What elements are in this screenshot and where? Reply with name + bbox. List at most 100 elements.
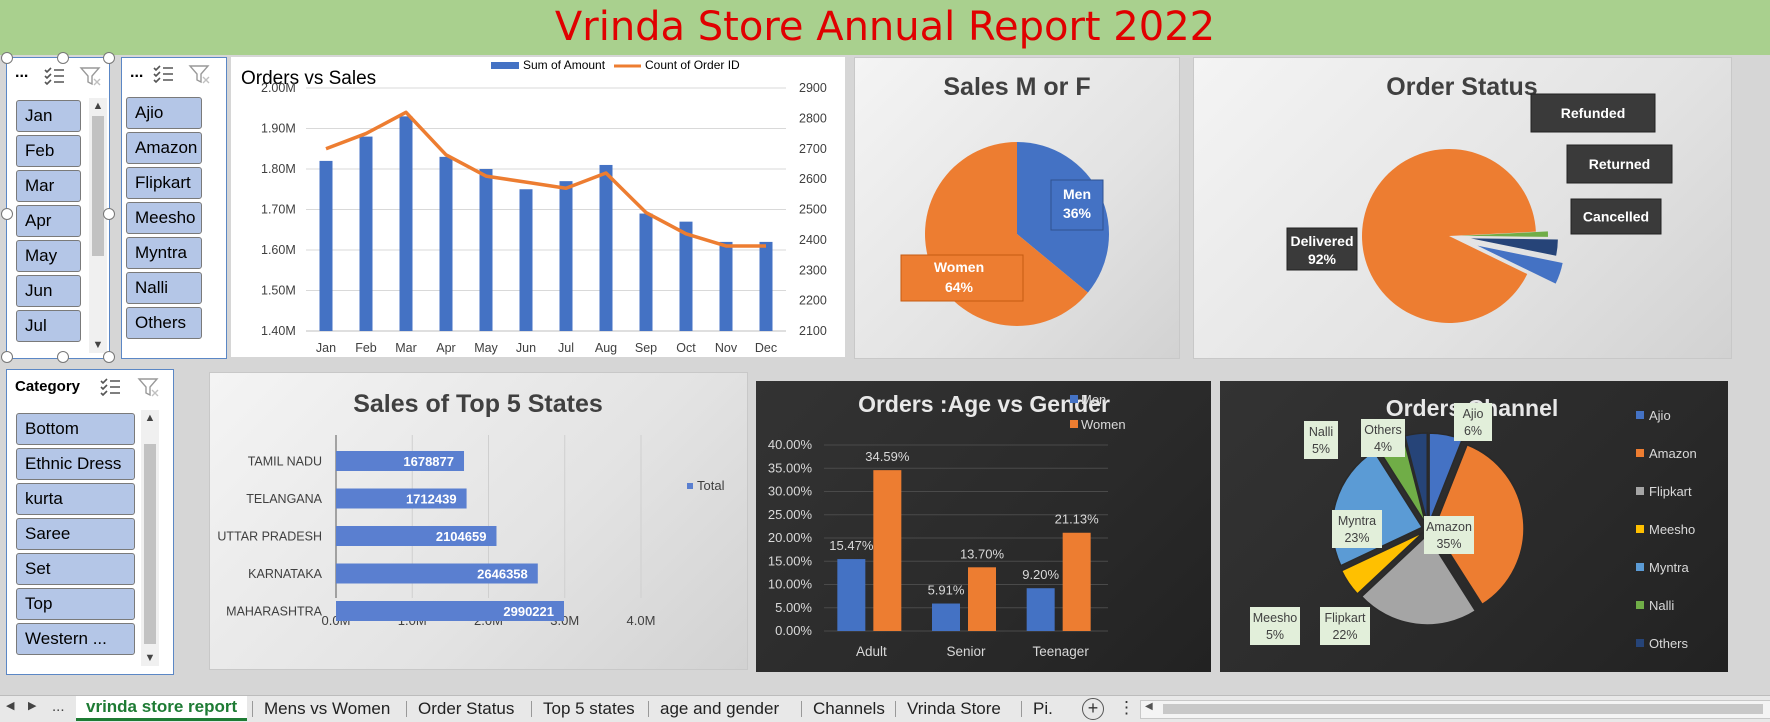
bar-women[interactable]	[968, 567, 996, 631]
slicer-item-nalli[interactable]: Nalli	[126, 272, 202, 304]
resize-handle[interactable]	[1, 351, 13, 363]
data-label-box	[1566, 144, 1673, 184]
bar-sum-of-amount[interactable]	[759, 241, 773, 331]
add-sheet-icon[interactable]: +	[1082, 698, 1104, 720]
channel-slicer[interactable]: ... Ajio Amazon Flipkart Meesho Myntra Nalli O…	[121, 57, 227, 359]
clear-filter-icon[interactable]	[188, 64, 212, 84]
more-options-icon[interactable]: ⋮	[1118, 698, 1135, 717]
scroll-up-icon[interactable]: ▲	[92, 100, 104, 112]
tab-pi[interactable]: Pi...	[1033, 699, 1053, 718]
tab-top-5-states[interactable]: Top 5 states	[543, 699, 635, 718]
resize-handle[interactable]	[57, 351, 69, 363]
slicer-item-myntra[interactable]: Myntra	[126, 237, 202, 269]
pie-slice-flipkart[interactable]	[1360, 533, 1477, 626]
category-slicer[interactable]: Category Bottom Ethnic Dress kurta Saree Set…	[6, 369, 174, 675]
slicer-item-meesho[interactable]: Meesho	[126, 202, 202, 234]
pie-slice-returned[interactable]	[1470, 238, 1558, 256]
bar-total[interactable]	[336, 451, 465, 471]
resize-handle[interactable]	[1, 52, 13, 64]
slicer-item-jun[interactable]: Jun	[16, 275, 81, 307]
bar-sum-of-amount[interactable]	[359, 136, 373, 331]
pie-slice-cancelled[interactable]	[1477, 245, 1563, 284]
resize-handle[interactable]	[103, 52, 115, 64]
line-count-of-order-id[interactable]	[325, 110, 766, 248]
month-slicer-scrollbar[interactable]: ▲ ▼	[89, 98, 107, 353]
clear-filter-icon[interactable]	[137, 377, 161, 397]
slicer-item-mar[interactable]: Mar	[16, 170, 81, 202]
slicer-item-western[interactable]: Western ...	[16, 623, 135, 655]
tab-nav-next[interactable]: ▶	[28, 700, 37, 712]
resize-handle[interactable]	[103, 351, 115, 363]
pie-slice-amazon[interactable]	[1433, 443, 1525, 606]
bar-women[interactable]	[1062, 532, 1091, 631]
scroll-up-icon[interactable]: ▲	[144, 412, 156, 424]
bar-sum-of-amount[interactable]	[399, 116, 413, 331]
pie-slice-delivered[interactable]	[1362, 149, 1536, 324]
bar-sum-of-amount[interactable]	[599, 164, 613, 331]
tab-nav-prev[interactable]: ◀	[6, 700, 15, 712]
month-slicer[interactable]: ... Jan Feb Mar Apr May Jun Jul ▲ ▼	[1, 52, 115, 363]
scroll-down-icon[interactable]: ▼	[92, 339, 104, 351]
resize-handle[interactable]	[1, 208, 13, 220]
multiselect-icon[interactable]	[99, 377, 121, 397]
scrollbar-thumb[interactable]	[144, 444, 156, 644]
sales-gender-chart[interactable]: Sales M or F Men 36% Women 64%	[854, 57, 1180, 359]
slicer-item-bottom[interactable]: Bottom	[16, 413, 135, 445]
slicer-item-jan[interactable]: Jan	[16, 100, 81, 132]
slicer-item-kurta[interactable]: kurta	[16, 483, 135, 515]
scroll-left-icon[interactable]: ◀	[1145, 701, 1153, 712]
bar-total[interactable]	[336, 526, 497, 546]
bar-women[interactable]	[873, 470, 902, 631]
clear-filter-icon[interactable]	[79, 66, 103, 86]
tab-order-status[interactable]: Order Status	[418, 699, 515, 718]
slicer-item-may[interactable]: May	[16, 240, 81, 272]
slicer-item-ethnic-dress[interactable]: Ethnic Dress	[16, 448, 135, 480]
tab-channels[interactable]: Channels	[813, 699, 885, 718]
tab-vrinda-store-report[interactable]: vrinda store report	[76, 696, 248, 721]
pie-slice-meesho[interactable]	[1340, 531, 1424, 596]
bar-men[interactable]	[837, 559, 866, 631]
bar-men[interactable]	[1026, 588, 1055, 631]
horizontal-scrollbar[interactable]: ◀	[1140, 700, 1770, 719]
resize-handle[interactable]	[57, 52, 69, 64]
slicer-item-apr[interactable]: Apr	[16, 205, 81, 237]
slicer-item-saree[interactable]: Saree	[16, 518, 135, 550]
bar-sum-of-amount[interactable]	[719, 241, 733, 331]
resize-handle[interactable]	[103, 208, 115, 220]
scrollbar-thumb[interactable]	[92, 116, 104, 256]
top-states-chart[interactable]: Sales of Top 5 States0.0M1.0M2.0M3.0M4.0…	[209, 372, 748, 670]
pie-slice-refunded[interactable]	[1460, 231, 1548, 237]
category-slicer-scrollbar[interactable]: ▲ ▼	[141, 410, 159, 666]
bar-total[interactable]	[336, 488, 467, 509]
bar-sum-of-amount[interactable]	[639, 213, 653, 331]
tab-mens-vs-women[interactable]: Mens vs Women	[264, 699, 391, 718]
multiselect-icon[interactable]	[152, 64, 174, 84]
multiselect-icon[interactable]	[43, 66, 65, 86]
bar-sum-of-amount[interactable]	[479, 169, 493, 331]
bar-sum-of-amount[interactable]	[559, 181, 573, 331]
slicer-item-top[interactable]: Top	[16, 588, 135, 620]
slicer-item-amazon[interactable]: Amazon	[126, 132, 202, 164]
bar-sum-of-amount[interactable]	[679, 221, 693, 331]
slicer-item-feb[interactable]: Feb	[16, 135, 81, 167]
bar-total[interactable]	[336, 601, 565, 621]
slicer-item-jul[interactable]: Jul	[16, 310, 81, 342]
slicer-item-set[interactable]: Set	[16, 553, 135, 585]
bar-men[interactable]	[932, 603, 960, 631]
tab-vrinda-store[interactable]: Vrinda Store	[907, 699, 1001, 718]
order-status-chart[interactable]: Order Status Refunded Returned Cancelled Del…	[1193, 57, 1732, 359]
slicer-item-ajio[interactable]: Ajio	[126, 97, 202, 129]
bar-total[interactable]	[336, 563, 538, 584]
tab-age-and-gender[interactable]: age and gender	[660, 699, 780, 718]
scroll-down-icon[interactable]: ▼	[144, 652, 156, 664]
age-gender-chart[interactable]: Orders :Age vs Gender 0.00% 5.00% 10.00% 15.…	[756, 381, 1211, 672]
bar-sum-of-amount[interactable]	[519, 189, 533, 331]
orders-vs-sales-chart[interactable]: Orders vs Sales 1.40M 1.50M 1.60M 1.70M 1.80M…	[231, 57, 845, 357]
slicer-item-others[interactable]: Others	[126, 307, 202, 339]
scrollbar-thumb[interactable]	[1163, 704, 1763, 714]
orders-channel-chart[interactable]: Orders Channel Ajio 6% Amazon 35% Flipkart 22%…	[1220, 381, 1728, 672]
slicer-item-flipkart[interactable]: Flipkart	[126, 167, 202, 199]
bar-sum-of-amount[interactable]	[439, 156, 453, 331]
tab-nav-more[interactable]: ...	[52, 698, 65, 715]
bar-sum-of-amount[interactable]	[319, 160, 333, 331]
